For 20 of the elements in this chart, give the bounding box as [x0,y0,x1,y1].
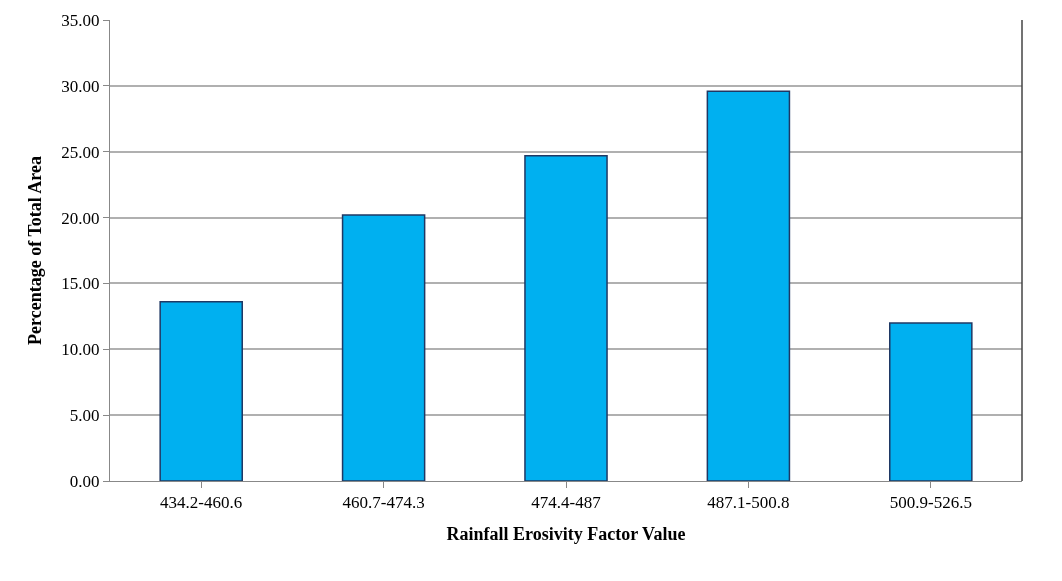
y-tick-label: 30.00 [61,76,100,96]
bar [159,301,243,481]
y-tick-label: 20.00 [61,208,100,228]
y-axis-title: Percentage of Total Area [24,156,45,345]
x-axis-title: Rainfall Erosivity Factor Value [446,523,686,544]
y-tick-label: 10.00 [61,340,100,360]
y-tick-label: 5.00 [69,406,100,426]
x-tick-label: 487.1-500.8 [707,493,790,513]
bar [889,322,973,481]
bar [706,90,791,481]
y-tick-label: 0.00 [69,471,100,491]
bar [341,214,426,481]
x-tick-label: 500.9-526.5 [889,493,972,513]
bar [524,154,608,481]
y-tick-label: 25.00 [61,142,100,162]
y-tick-label: 35.00 [61,10,100,30]
y-tick-label: 15.00 [61,274,100,294]
x-tick-label: 434.2-460.6 [160,493,243,513]
x-tick-label: 474.4-487 [531,493,602,513]
x-tick-label: 460.7-474.3 [342,493,425,513]
